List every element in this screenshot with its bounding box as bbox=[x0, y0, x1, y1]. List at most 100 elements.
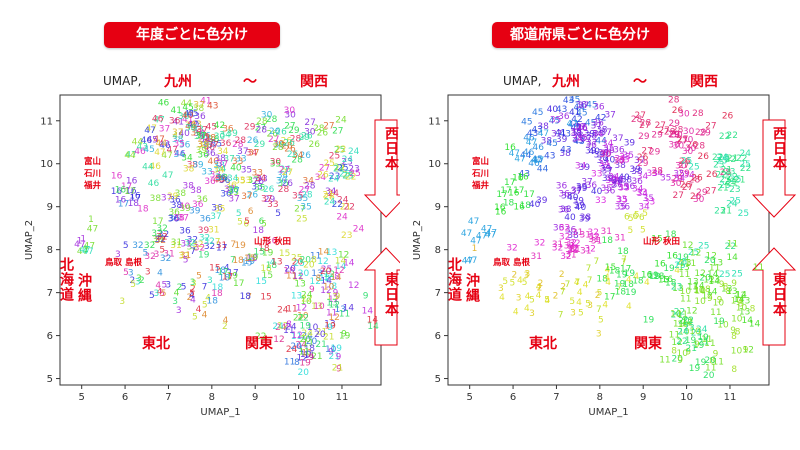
point-label: 8 bbox=[311, 255, 317, 265]
point-label: 24 bbox=[285, 323, 297, 333]
point-label: 30 bbox=[682, 135, 694, 145]
point-label: 16 bbox=[115, 195, 127, 205]
point-label: 36 bbox=[192, 200, 204, 210]
label-kyushu: 九州 bbox=[552, 74, 580, 90]
point-label: 32 bbox=[204, 242, 215, 252]
point-label: 33 bbox=[595, 196, 606, 206]
point-label: 31 bbox=[163, 250, 174, 260]
point-label: 18 bbox=[609, 267, 621, 277]
point-label: 43 bbox=[207, 102, 218, 112]
y-tick-label: 6 bbox=[47, 331, 53, 342]
point-label: 30 bbox=[668, 141, 680, 151]
point-label: 36 bbox=[194, 112, 206, 122]
point-label: 45 bbox=[182, 103, 193, 113]
point-label: 42 bbox=[571, 123, 582, 133]
point-label: 37 bbox=[247, 176, 258, 186]
point-label: 28 bbox=[652, 167, 664, 177]
point-label: 1 bbox=[88, 215, 94, 225]
point-label: 28 bbox=[313, 124, 325, 134]
point-label: 26 bbox=[253, 177, 265, 187]
point-label: 5 bbox=[196, 271, 202, 281]
point-label: 47 bbox=[470, 236, 481, 246]
point-label: 24 bbox=[353, 225, 365, 235]
point-label: 16 bbox=[513, 202, 525, 212]
point-label: 3 bbox=[115, 250, 121, 260]
point-label: 5 bbox=[585, 300, 591, 310]
point-label: 47 bbox=[153, 115, 164, 125]
point-label: 34 bbox=[608, 172, 620, 182]
point-label: 19 bbox=[663, 264, 675, 274]
point-label: 39 bbox=[226, 129, 238, 139]
point-label: 1 bbox=[80, 234, 86, 244]
y-tick-label: 11 bbox=[40, 116, 53, 127]
point-label: 19 bbox=[300, 321, 312, 331]
point-label: 37 bbox=[159, 125, 170, 135]
point-label: 47 bbox=[161, 151, 172, 161]
point-label: 12 bbox=[743, 345, 754, 355]
point-label: 47 bbox=[476, 231, 487, 241]
point-label: 12 bbox=[706, 251, 717, 261]
point-label: 34 bbox=[292, 151, 304, 161]
point-label: 15 bbox=[260, 292, 271, 302]
point-label: 35 bbox=[601, 184, 612, 194]
point-label: 25 bbox=[674, 261, 685, 271]
x-tick-label: 11 bbox=[336, 392, 349, 403]
point-label: 41 bbox=[184, 109, 195, 119]
point-label: 37 bbox=[581, 178, 592, 188]
point-label: 34 bbox=[219, 131, 231, 141]
point-label: 25 bbox=[738, 209, 749, 219]
point-label: 8 bbox=[294, 358, 300, 368]
point-label: 47 bbox=[526, 138, 537, 148]
point-label: 4 bbox=[536, 282, 542, 292]
point-label: 21 bbox=[726, 178, 737, 188]
point-label: 18 bbox=[266, 261, 278, 271]
point-label: 18 bbox=[206, 297, 218, 307]
point-label: 31 bbox=[580, 247, 591, 257]
point-label: 15 bbox=[279, 249, 290, 259]
point-label: 19 bbox=[697, 333, 709, 343]
point-label: 5 bbox=[161, 289, 167, 299]
point-label: 28 bbox=[694, 142, 706, 152]
point-label: 29 bbox=[669, 130, 681, 140]
point-label: 11 bbox=[303, 339, 314, 349]
point-label: 37 bbox=[578, 101, 589, 111]
point-label: 38 bbox=[598, 148, 610, 158]
point-label: 38 bbox=[175, 189, 187, 199]
point-label: 5 bbox=[123, 241, 129, 251]
point-label: 38 bbox=[631, 167, 643, 177]
point-label: 21 bbox=[311, 352, 322, 362]
point-label: 40 bbox=[604, 156, 616, 166]
point-label: 14 bbox=[741, 316, 753, 326]
label-okinawa: 沖縄 bbox=[464, 273, 480, 303]
point-label: 10 bbox=[717, 320, 729, 330]
point-label: 20 bbox=[300, 256, 312, 266]
point-label: 13 bbox=[709, 275, 720, 285]
point-label: 18 bbox=[665, 230, 677, 240]
point-label: 35 bbox=[173, 139, 184, 149]
point-label: 29 bbox=[678, 169, 690, 179]
point-label: 40 bbox=[547, 105, 559, 115]
point-label: 27 bbox=[282, 168, 293, 178]
y-tick-label: 6 bbox=[435, 331, 441, 342]
point-label: 24 bbox=[335, 116, 347, 126]
point-label: 33 bbox=[215, 175, 226, 185]
point-label: 39 bbox=[572, 197, 584, 207]
point-label: 30 bbox=[673, 141, 685, 151]
point-label: 9 bbox=[707, 294, 713, 304]
point-label: 38 bbox=[150, 194, 162, 204]
point-label: 13 bbox=[323, 273, 334, 283]
point-label: 13 bbox=[335, 305, 346, 315]
point-label: 37 bbox=[217, 159, 228, 169]
point-label: 31 bbox=[565, 250, 576, 260]
point-label: 44 bbox=[132, 138, 144, 148]
point-label: 8 bbox=[671, 346, 677, 356]
point-label: 13 bbox=[721, 284, 732, 294]
point-label: 10 bbox=[678, 327, 690, 337]
point-label: 38 bbox=[185, 121, 197, 131]
point-label: 27 bbox=[682, 183, 693, 193]
point-label: 31 bbox=[601, 227, 612, 237]
point-label: 19 bbox=[324, 322, 336, 332]
point-label: 5 bbox=[522, 278, 528, 288]
point-label: 9 bbox=[328, 348, 334, 358]
point-label: 19 bbox=[624, 269, 636, 279]
